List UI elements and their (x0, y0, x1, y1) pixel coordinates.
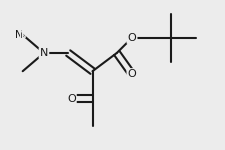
Text: N: N (40, 48, 48, 58)
Text: N: N (19, 30, 27, 40)
Text: O: O (127, 33, 136, 43)
Text: O: O (127, 69, 136, 79)
Text: N: N (15, 30, 22, 40)
Text: O: O (67, 94, 75, 103)
Text: N: N (40, 48, 48, 58)
